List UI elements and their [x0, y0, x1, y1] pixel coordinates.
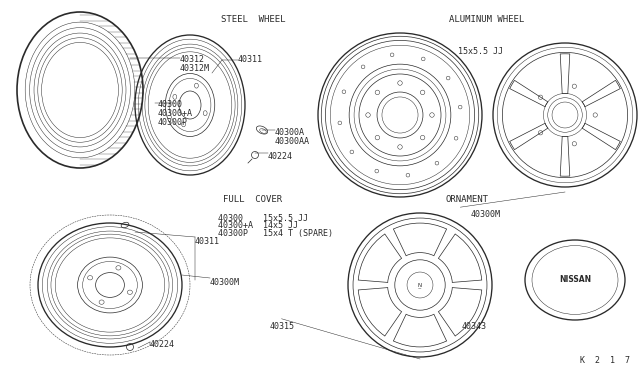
Text: 40300: 40300	[158, 100, 183, 109]
Ellipse shape	[350, 150, 354, 154]
Text: N̲: N̲	[418, 282, 422, 288]
Ellipse shape	[406, 173, 410, 177]
Text: STEEL  WHEEL: STEEL WHEEL	[221, 15, 285, 24]
Ellipse shape	[173, 94, 177, 99]
Text: 40312M: 40312M	[180, 64, 210, 73]
Text: 40343: 40343	[461, 322, 486, 331]
Ellipse shape	[366, 113, 371, 117]
Ellipse shape	[195, 83, 198, 88]
Text: ALUMINUM WHEEL: ALUMINUM WHEEL	[449, 15, 524, 24]
Ellipse shape	[204, 111, 207, 116]
Ellipse shape	[435, 161, 439, 165]
Ellipse shape	[538, 131, 543, 135]
Ellipse shape	[361, 65, 365, 69]
Text: 40300+A: 40300+A	[158, 109, 193, 118]
Text: 40300+A  14x5 JJ: 40300+A 14x5 JJ	[218, 221, 298, 230]
Ellipse shape	[420, 135, 425, 140]
Ellipse shape	[572, 142, 577, 146]
Text: FULL  COVER: FULL COVER	[223, 195, 282, 204]
Ellipse shape	[458, 105, 462, 109]
Ellipse shape	[127, 290, 132, 294]
Text: 40315: 40315	[269, 322, 294, 331]
Ellipse shape	[397, 81, 403, 85]
Ellipse shape	[572, 84, 577, 89]
Text: 40312: 40312	[180, 55, 205, 64]
Text: 40224: 40224	[150, 340, 175, 349]
Ellipse shape	[429, 113, 434, 117]
Ellipse shape	[342, 90, 346, 94]
Text: 40300AA: 40300AA	[275, 137, 310, 146]
Text: NISSAN: NISSAN	[559, 276, 591, 285]
Ellipse shape	[454, 137, 458, 140]
Ellipse shape	[375, 169, 379, 173]
Text: 40300    15x5.5 JJ: 40300 15x5.5 JJ	[218, 214, 308, 223]
Text: 40311: 40311	[238, 55, 263, 64]
Text: 40224: 40224	[268, 152, 293, 161]
Ellipse shape	[99, 300, 104, 304]
Ellipse shape	[397, 145, 403, 149]
Ellipse shape	[338, 121, 342, 125]
Text: 40300P   15x4 T (SPARE): 40300P 15x4 T (SPARE)	[218, 229, 333, 238]
Ellipse shape	[182, 122, 186, 127]
Text: 40300M: 40300M	[470, 210, 500, 219]
Text: ORNAMENT: ORNAMENT	[445, 195, 489, 204]
Ellipse shape	[421, 57, 425, 61]
Ellipse shape	[116, 266, 121, 270]
Ellipse shape	[88, 276, 93, 280]
Text: 40300A: 40300A	[275, 128, 305, 137]
Ellipse shape	[593, 113, 597, 117]
Ellipse shape	[538, 95, 543, 99]
Text: 40300M: 40300M	[210, 278, 240, 287]
Ellipse shape	[420, 90, 425, 94]
Ellipse shape	[390, 53, 394, 57]
Text: 15x5.5 JJ: 15x5.5 JJ	[458, 46, 502, 55]
Text: 40300P: 40300P	[158, 118, 188, 127]
Ellipse shape	[375, 90, 380, 94]
Text: 40311: 40311	[195, 237, 220, 246]
Text: K  2  1  7: K 2 1 7	[580, 356, 630, 365]
Ellipse shape	[375, 135, 380, 140]
Ellipse shape	[446, 76, 450, 80]
